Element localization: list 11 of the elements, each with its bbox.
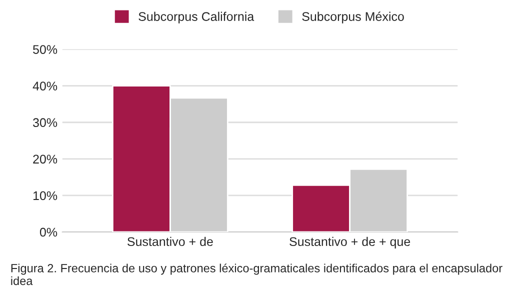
x-tick-label: Sustantivo + de <box>127 236 213 246</box>
y-tick-label: 0% <box>40 228 58 237</box>
y-tick-label: 10% <box>33 191 58 200</box>
y-tick-label: 40% <box>32 82 58 90</box>
y-tick-label: 30% <box>33 118 58 128</box>
legend-label: Subcorpus México <box>302 12 404 24</box>
y-tick-label: 20% <box>33 154 58 164</box>
y-tick-label: 50% <box>33 45 58 54</box>
legend-label: Subcorpus California <box>138 12 254 24</box>
x-tick-label: Sustantivo + de + que <box>290 236 410 249</box>
text: Figura 2. Frecuencia de uso y patrones léxico-gramaticales identificados para el encapsulador idea <box>11 264 502 286</box>
